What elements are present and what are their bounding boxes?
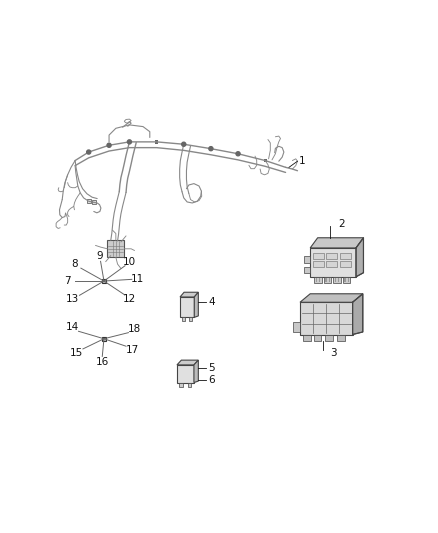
Bar xyxy=(347,278,349,282)
Polygon shape xyxy=(310,238,364,248)
Circle shape xyxy=(107,143,111,147)
Bar xyxy=(102,279,106,284)
Text: 17: 17 xyxy=(126,345,139,354)
Bar xyxy=(340,261,351,268)
Bar xyxy=(182,317,185,321)
Circle shape xyxy=(209,147,213,151)
Bar xyxy=(177,365,194,383)
Bar xyxy=(107,143,111,147)
Bar xyxy=(107,240,124,257)
Bar xyxy=(188,383,191,386)
Polygon shape xyxy=(194,360,198,383)
Bar xyxy=(316,278,317,282)
Bar xyxy=(180,383,183,386)
Bar xyxy=(343,277,350,283)
Bar xyxy=(340,253,351,259)
Bar xyxy=(304,335,311,341)
Bar xyxy=(102,337,106,341)
Bar xyxy=(319,278,320,282)
Bar xyxy=(310,248,356,277)
Bar xyxy=(337,335,345,341)
Text: 18: 18 xyxy=(128,324,141,334)
Polygon shape xyxy=(356,238,364,277)
Bar xyxy=(314,277,322,283)
Text: 10: 10 xyxy=(123,257,136,266)
Bar xyxy=(300,302,353,335)
Bar xyxy=(338,278,339,282)
Text: 12: 12 xyxy=(123,294,136,304)
Bar xyxy=(237,152,240,156)
Bar xyxy=(335,278,336,282)
Text: 15: 15 xyxy=(70,348,84,358)
Bar xyxy=(304,266,310,273)
Bar xyxy=(180,297,194,317)
Text: 16: 16 xyxy=(95,357,109,367)
Bar xyxy=(293,321,300,332)
Polygon shape xyxy=(194,292,198,317)
Text: 1: 1 xyxy=(298,156,305,166)
Bar xyxy=(264,159,267,162)
Bar xyxy=(326,261,337,268)
Text: 6: 6 xyxy=(208,375,215,385)
Text: 3: 3 xyxy=(330,348,336,358)
Text: 11: 11 xyxy=(131,274,144,284)
Bar xyxy=(313,253,324,259)
Circle shape xyxy=(87,150,91,154)
Bar xyxy=(333,277,341,283)
Bar xyxy=(87,199,91,203)
Text: 2: 2 xyxy=(338,219,345,229)
Circle shape xyxy=(236,152,240,156)
Bar xyxy=(328,278,330,282)
Polygon shape xyxy=(180,292,198,297)
Bar xyxy=(326,253,337,259)
Bar xyxy=(344,278,346,282)
Bar xyxy=(324,277,331,283)
Bar xyxy=(304,256,310,263)
Text: 5: 5 xyxy=(208,362,215,373)
Text: 7: 7 xyxy=(64,276,71,286)
Bar xyxy=(325,335,333,341)
Text: 9: 9 xyxy=(97,251,103,261)
Polygon shape xyxy=(300,294,363,302)
Text: 13: 13 xyxy=(66,294,79,304)
Text: 8: 8 xyxy=(71,259,78,269)
Text: 14: 14 xyxy=(66,322,79,332)
Circle shape xyxy=(182,142,186,146)
Text: 4: 4 xyxy=(208,297,215,307)
Bar xyxy=(155,140,158,143)
Polygon shape xyxy=(177,360,198,365)
Bar xyxy=(92,200,96,204)
Bar xyxy=(313,261,324,268)
Bar xyxy=(325,278,327,282)
Bar xyxy=(314,335,321,341)
Bar xyxy=(189,317,192,321)
Circle shape xyxy=(127,140,131,144)
Polygon shape xyxy=(353,294,363,335)
